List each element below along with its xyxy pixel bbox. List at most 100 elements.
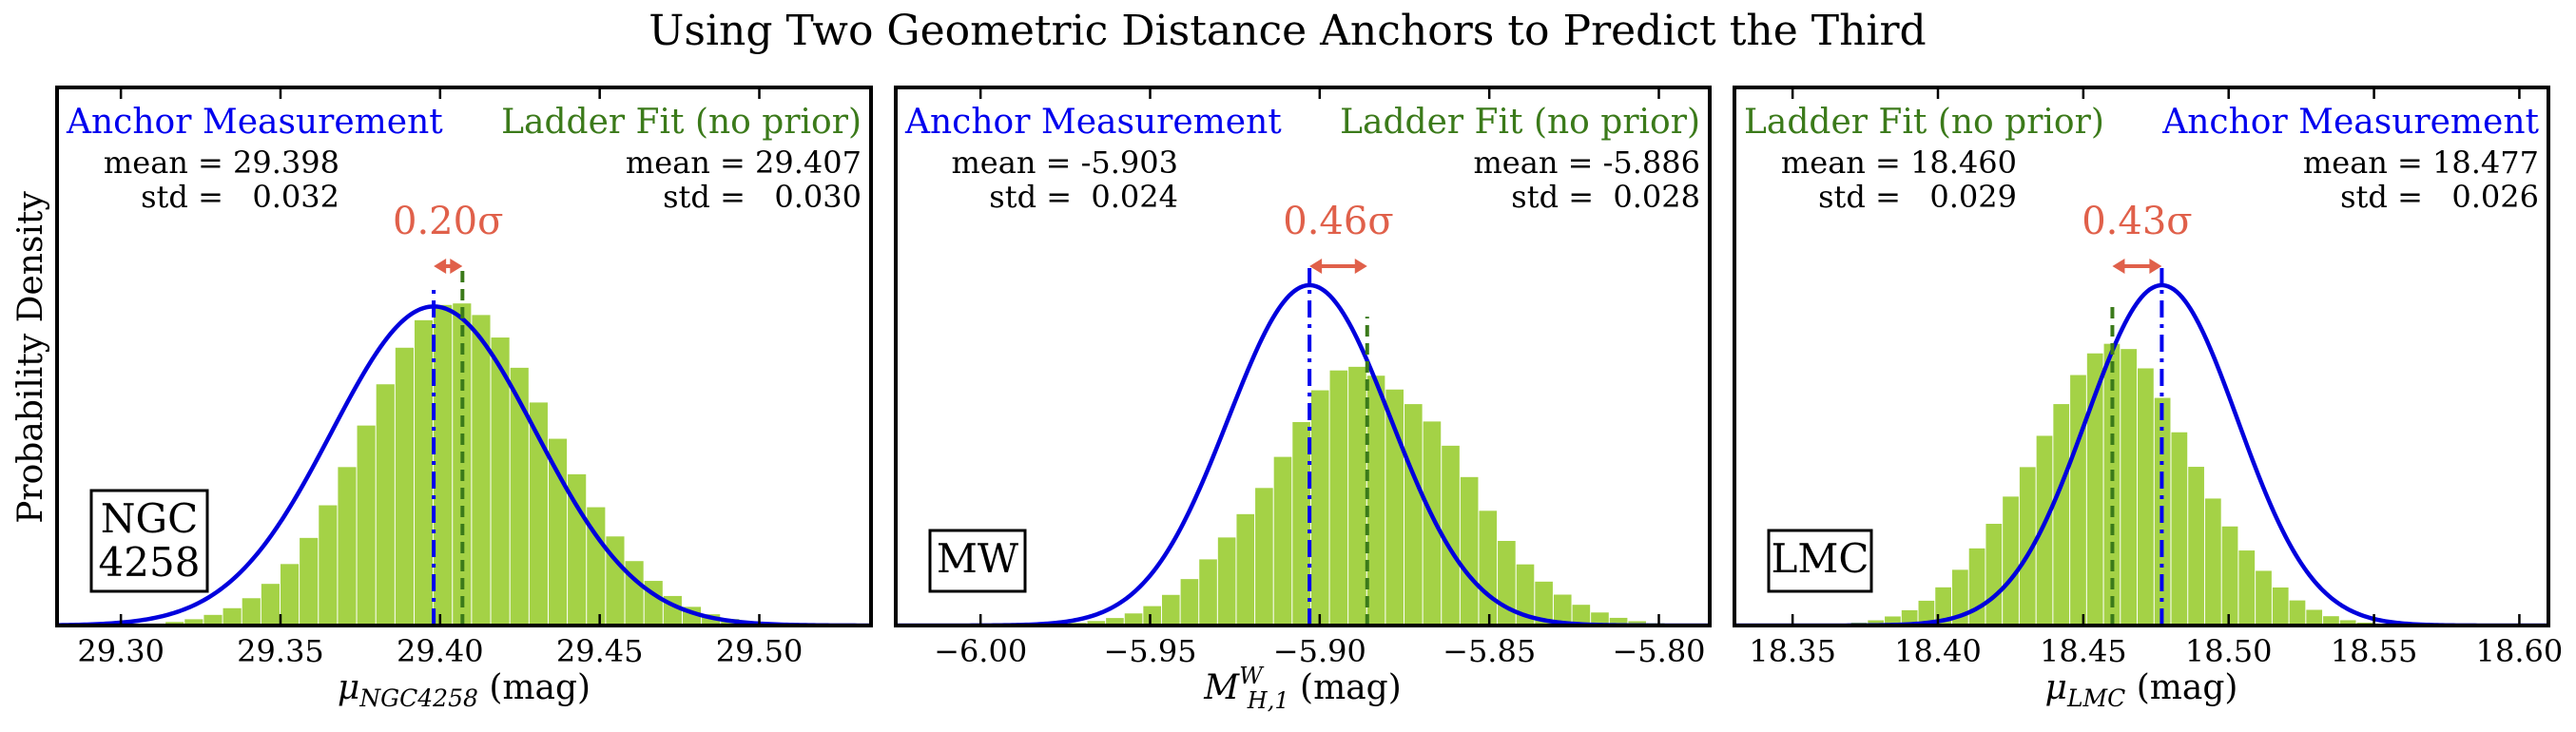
histogram-bar	[2204, 498, 2221, 626]
x-axis: 18.35 18.40 18.45 18.50 18.55 18.60	[1749, 87, 2563, 669]
histogram-bar	[1310, 390, 1329, 626]
figure-title: Using Two Geometric Distance Anchors to …	[649, 7, 1926, 55]
anchor-name-label: 4258	[99, 539, 201, 586]
histogram-bar	[300, 537, 319, 626]
histogram-bar	[2003, 496, 2019, 626]
tension-label: 0.43σ	[2082, 200, 2192, 243]
ladder-std-text: std = 0.030	[663, 179, 862, 215]
tension-arrow-head-left	[434, 259, 447, 274]
x-axis-label: μNGC4258 (mag)	[338, 668, 591, 712]
anchor-std-text: std = 0.032	[141, 179, 339, 215]
histogram-bar	[203, 614, 223, 626]
histogram-bar	[280, 564, 300, 626]
ladder-histogram	[1817, 343, 2407, 626]
x-axis-label-subscript: H,1	[1247, 687, 1289, 714]
anchor-std-text: std = 0.024	[989, 179, 1178, 215]
histogram-bar	[2323, 616, 2339, 626]
anchor-legend-label: Anchor Measurement	[2161, 103, 2539, 142]
histogram-bar	[1885, 616, 1901, 626]
tension-arrow-head-right	[1354, 259, 1367, 274]
panel-frame	[55, 86, 873, 627]
histogram-bar	[1609, 617, 1628, 626]
anchor-mean-text: mean = 18.477	[2303, 144, 2539, 181]
histogram-bar	[1348, 366, 1366, 626]
x-tick-label: 18.45	[2040, 633, 2127, 669]
histogram-bar	[242, 598, 261, 626]
tension-arrow	[1309, 259, 1367, 274]
histogram-bar	[510, 367, 529, 626]
x-tick-label: −6.00	[934, 633, 1027, 669]
histogram-bar	[1087, 621, 1106, 626]
anchor-name-frame	[928, 529, 1027, 593]
histogram-bar	[1404, 404, 1423, 626]
histogram-bar	[1217, 537, 1236, 626]
x-axis-label-symbol: μ	[2045, 668, 2067, 707]
histogram-bar	[1292, 421, 1310, 626]
ladder-mean-text: mean = 18.460	[1781, 144, 2017, 181]
anchor-gaussian-curve	[57, 304, 871, 626]
histogram-bar	[2070, 375, 2086, 626]
histogram-bar	[1901, 609, 1918, 626]
anchor-mean-text: mean = -5.903	[951, 144, 1178, 181]
ladder-histogram	[107, 303, 797, 626]
x-tick-label: 29.50	[716, 633, 804, 669]
histogram-bar	[1329, 370, 1348, 626]
histogram-bar	[1968, 548, 1985, 626]
x-axis: 29.30 29.35 29.40 29.45 29.50	[77, 87, 803, 669]
histogram-bar	[1442, 445, 1460, 626]
ladder-legend-label: Ladder Fit (no prior)	[501, 103, 862, 142]
panel-3: 0.43σ 18.35 18.40 18.45 18.50 18.55 18.60 μLMC …	[1733, 86, 2563, 712]
histogram-bar	[376, 384, 395, 626]
tension-label: 0.20σ	[393, 200, 503, 243]
x-tick-label: 18.40	[1894, 633, 1982, 669]
x-axis-label-symbol: M	[1203, 668, 1240, 707]
histogram-bar	[491, 337, 510, 626]
x-tick-label: 18.50	[2185, 633, 2273, 669]
ladder-legend-label: Ladder Fit (no prior)	[1340, 103, 1700, 142]
histogram-bar	[453, 303, 472, 626]
histogram-bar	[1935, 587, 1951, 626]
x-axis-label-symbol: μ	[338, 668, 359, 707]
x-tick-label: −5.95	[1103, 633, 1196, 669]
histogram-bar	[2306, 609, 2323, 626]
x-axis-label-superscript: W	[1239, 663, 1265, 689]
histogram-bar	[1498, 541, 1516, 626]
x-axis-label-unit: (mag)	[2125, 668, 2237, 707]
anchor-name-label: NGC	[101, 495, 198, 542]
ladder-histogram	[1031, 366, 1702, 626]
histogram-bar	[587, 507, 606, 626]
ladder-mean-text: mean = -5.886	[1473, 144, 1700, 181]
x-axis-label-unit: (mag)	[478, 668, 591, 707]
histogram-bar	[2121, 349, 2138, 626]
histogram-bar	[1516, 564, 1535, 626]
x-axis-label-subscript: NGC4258	[358, 684, 478, 712]
plot-area	[1734, 268, 2548, 626]
histogram-bar	[2171, 432, 2188, 626]
tension-arrow	[2112, 259, 2162, 274]
histogram-bar	[2238, 550, 2256, 626]
anchor-name-box: MW	[928, 529, 1027, 593]
histogram-bar	[1199, 559, 1217, 626]
histogram-bar	[338, 467, 357, 626]
histogram-bar	[2289, 600, 2306, 626]
anchor-name-box: LMC	[1767, 529, 1873, 593]
x-tick-label: 29.40	[397, 633, 484, 669]
histogram-bar	[1385, 389, 1404, 626]
tension-arrow-head-right	[2149, 259, 2162, 274]
tension-arrow-head-right	[450, 259, 463, 274]
y-axis-label: Probability Density	[11, 191, 50, 524]
histogram-bar	[1479, 510, 1498, 626]
x-tick-label: −5.85	[1443, 633, 1536, 669]
histogram-bar	[2103, 343, 2121, 626]
histogram-bar	[2086, 353, 2103, 626]
histogram-bar	[1553, 594, 1572, 626]
x-tick-label: 18.55	[2331, 633, 2418, 669]
histogram-bar	[1366, 376, 1385, 626]
anchor-name-label: MW	[937, 535, 1019, 582]
histogram-bar	[184, 619, 203, 626]
histogram-bar	[2339, 620, 2356, 626]
histogram-bar	[2221, 526, 2238, 626]
tension-arrow-head-left	[2112, 259, 2125, 274]
histogram-bar	[2019, 467, 2036, 626]
